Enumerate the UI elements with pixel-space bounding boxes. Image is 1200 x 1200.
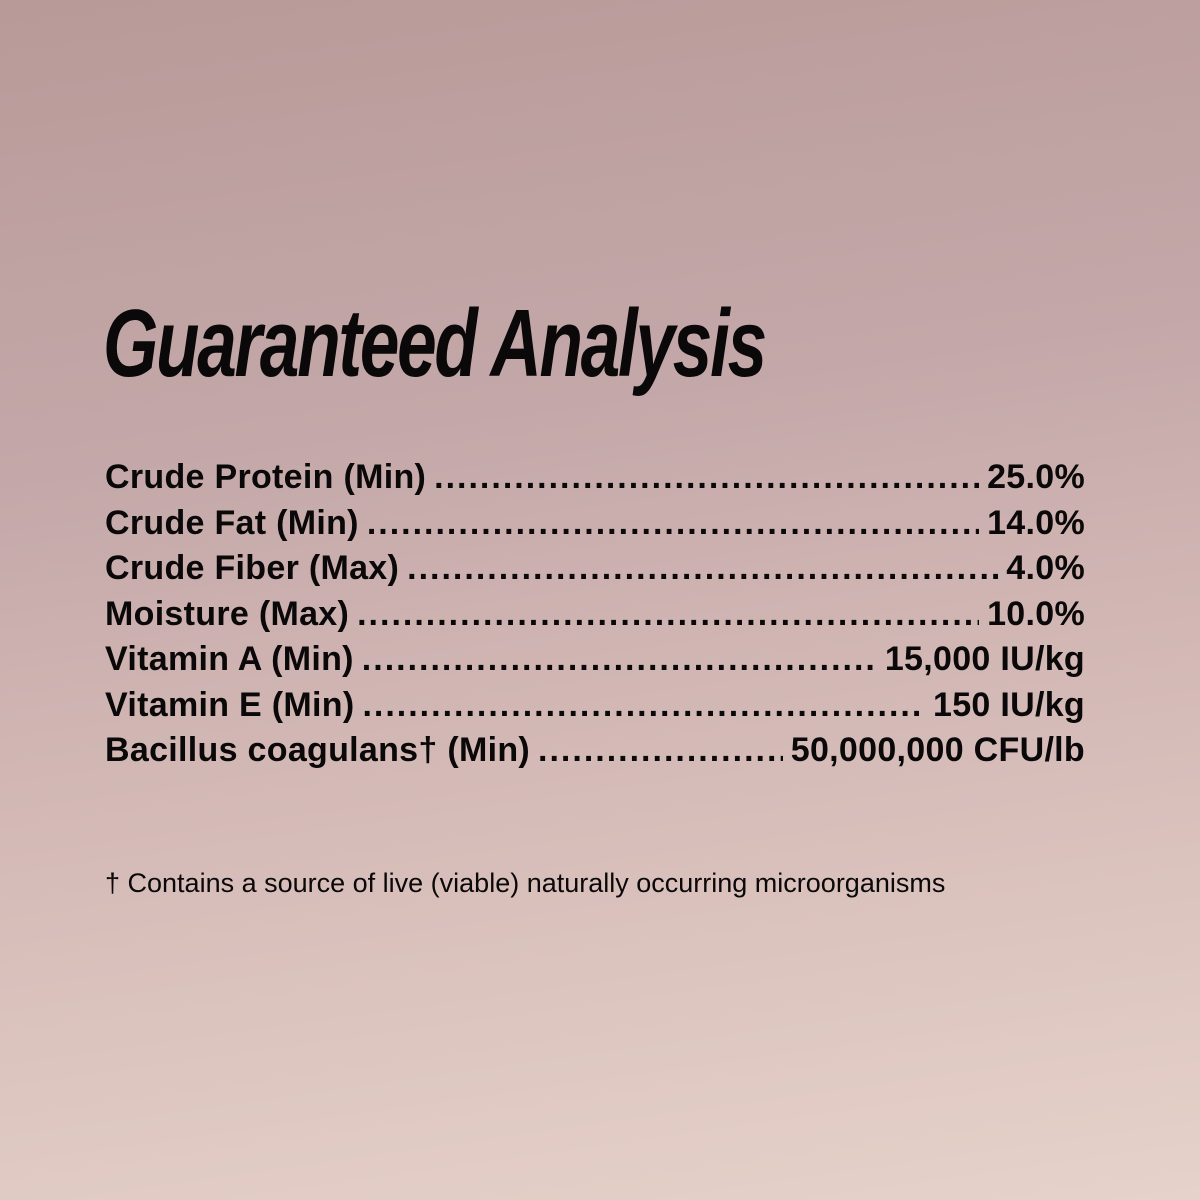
- row-value: 14.0%: [987, 503, 1085, 542]
- dot-leader: [362, 640, 877, 679]
- page-title: Guaranteed Analysis: [103, 290, 767, 397]
- table-row: Moisture (Max) 10.0%: [105, 595, 1085, 641]
- row-label: Crude Fat (Min): [105, 503, 359, 542]
- row-value: 15,000 IU/kg: [884, 640, 1085, 678]
- table-row: Crude Protein (Min) 25.0%: [105, 458, 1085, 504]
- row-value: 10.0%: [987, 594, 1085, 633]
- dot-leader: [538, 731, 783, 770]
- table-row: Vitamin E (Min) 150 IU/kg: [105, 686, 1085, 732]
- table-row: Crude Fiber (Max) 4.0%: [105, 549, 1085, 595]
- dot-leader: [434, 458, 979, 497]
- dot-leader: [407, 549, 998, 588]
- row-value: 150 IU/kg: [933, 685, 1085, 724]
- row-label: Moisture (Max): [105, 594, 350, 633]
- dot-leader: [357, 595, 979, 634]
- row-value: 50,000,000 CFU/lb: [790, 731, 1085, 769]
- footnote: † Contains a source of live (viable) nat…: [105, 868, 946, 898]
- row-label: Crude Fiber (Max): [105, 549, 400, 587]
- row-label: Crude Protein (Min): [105, 458, 427, 496]
- row-value: 4.0%: [1006, 549, 1085, 587]
- row-label: Bacillus coagulans† (Min): [105, 731, 531, 769]
- table-row: Bacillus coagulans† (Min) 50,000,000 CFU/…: [105, 731, 1085, 777]
- row-label: Vitamin E (Min): [105, 685, 355, 724]
- table-row: Crude Fat (Min) 14.0%: [105, 504, 1085, 550]
- row-value: 25.0%: [987, 458, 1085, 496]
- table-row: Vitamin A (Min) 15,000 IU/kg: [105, 640, 1085, 686]
- dot-leader: [367, 504, 979, 543]
- dot-leader: [362, 686, 925, 725]
- row-label: Vitamin A (Min): [105, 640, 354, 678]
- analysis-table: Crude Protein (Min) 25.0% Crude Fat (Min)…: [105, 458, 1085, 777]
